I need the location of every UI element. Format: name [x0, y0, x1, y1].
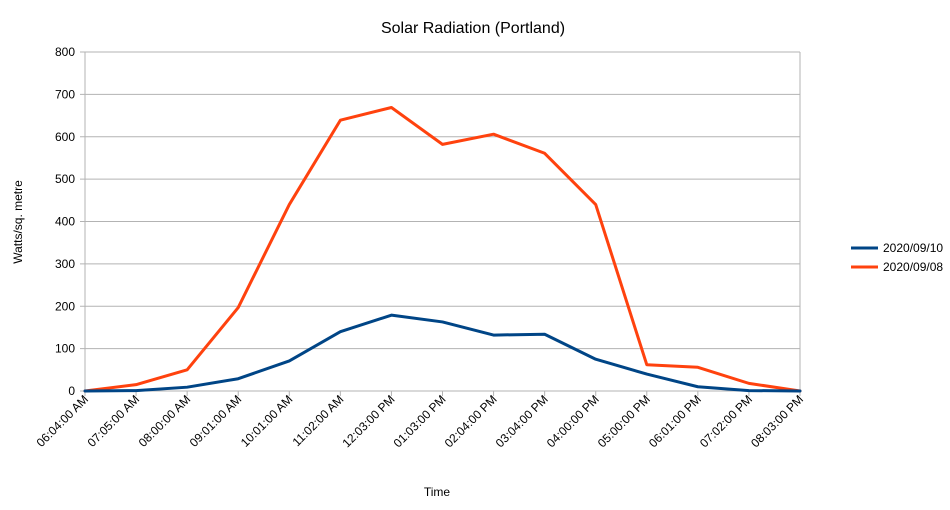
series-line-2020-09-10 [83, 313, 802, 393]
x-tick-label: 10:01:00 AM [238, 392, 296, 450]
x-tick-label: 06:04:00 AM [34, 392, 92, 450]
x-tick-label: 08:00:00 AM [136, 392, 194, 450]
y-tick-label-500: 500 [55, 172, 75, 186]
x-tick-label: 11:02:00 AM [290, 392, 347, 449]
x-tick-label: 09:01:00 AM [187, 392, 245, 450]
y-tick-label-200: 200 [55, 299, 75, 313]
gridlines [80, 51, 800, 392]
y-tick-label-300: 300 [55, 257, 75, 271]
legend-label: 2020/09/10 [883, 241, 943, 255]
y-tick-label-700: 700 [55, 87, 75, 101]
x-tick-label: 02:04:00 PM [442, 392, 500, 450]
chart-title: Solar Radiation (Portland) [381, 20, 565, 37]
x-tick-label: 07:02:00 PM [697, 392, 755, 450]
x-tick-label: 12:03:00 PM [340, 392, 398, 450]
legend: 2020/09/10 2020/09/08 [851, 241, 943, 274]
x-tick-label: 08:03:00 PM [748, 392, 806, 450]
y-tick-label-400: 400 [55, 215, 75, 229]
x-axis-title: Time [424, 485, 451, 499]
x-tick-label: 05:00:00 PM [595, 392, 653, 450]
x-tick-label: 01:03:00 PM [391, 392, 449, 450]
y-tick-labels: 0 100 200 300 400 500 600 700 800 [55, 45, 75, 398]
x-tick-label: 06:01:00 PM [646, 392, 704, 450]
y-tick-label-100: 100 [55, 342, 75, 356]
series-lines [83, 106, 802, 393]
y-tick-label-0: 0 [68, 384, 75, 398]
y-axis-title: Watts/sq. metre [11, 180, 25, 264]
series-line-2020-09-08 [83, 106, 802, 393]
y-tick-label-800: 800 [55, 45, 75, 59]
y-tick-label-600: 600 [55, 130, 75, 144]
axes [84, 52, 801, 396]
legend-label: 2020/09/08 [883, 260, 943, 274]
x-tick-label: 07:05:00 AM [85, 392, 143, 450]
x-tick-label: 03:04:00 PM [493, 392, 551, 450]
x-tick-label: 04:00:00 PM [544, 392, 602, 450]
